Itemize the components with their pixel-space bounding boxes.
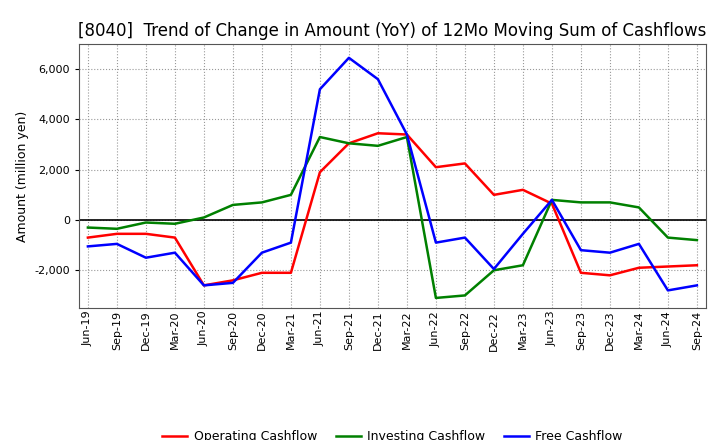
Operating Cashflow (228, 278, 237, 283)
Investing Cashflow (548, 197, 557, 202)
Operating Cashflow (199, 283, 208, 288)
Operating Cashflow (287, 270, 295, 275)
Free Cashflow (693, 283, 701, 288)
Operating Cashflow (171, 235, 179, 240)
Free Cashflow (315, 87, 324, 92)
Title: [8040]  Trend of Change in Amount (YoY) of 12Mo Moving Sum of Cashflows: [8040] Trend of Change in Amount (YoY) o… (78, 22, 706, 40)
Free Cashflow (84, 244, 92, 249)
Investing Cashflow (199, 215, 208, 220)
Investing Cashflow (461, 293, 469, 298)
Investing Cashflow (374, 143, 382, 148)
Operating Cashflow (142, 231, 150, 236)
Free Cashflow (228, 280, 237, 286)
Operating Cashflow (693, 263, 701, 268)
Free Cashflow (287, 240, 295, 245)
Investing Cashflow (664, 235, 672, 240)
Free Cashflow (402, 132, 411, 137)
Investing Cashflow (142, 220, 150, 225)
Free Cashflow (490, 266, 498, 271)
Investing Cashflow (606, 200, 614, 205)
Operating Cashflow (577, 270, 585, 275)
Operating Cashflow (518, 187, 527, 192)
Operating Cashflow (112, 231, 121, 236)
Investing Cashflow (518, 263, 527, 268)
Operating Cashflow (461, 161, 469, 166)
Operating Cashflow (402, 132, 411, 137)
Line: Free Cashflow: Free Cashflow (88, 58, 697, 290)
Free Cashflow (142, 255, 150, 260)
Investing Cashflow (171, 221, 179, 227)
Operating Cashflow (431, 165, 440, 170)
Line: Operating Cashflow: Operating Cashflow (88, 133, 697, 286)
Operating Cashflow (548, 201, 557, 206)
Investing Cashflow (112, 226, 121, 231)
Operating Cashflow (606, 273, 614, 278)
Free Cashflow (112, 241, 121, 246)
Investing Cashflow (84, 225, 92, 230)
Investing Cashflow (287, 192, 295, 198)
Operating Cashflow (664, 264, 672, 269)
Free Cashflow (258, 250, 266, 255)
Operating Cashflow (634, 265, 643, 271)
Investing Cashflow (228, 202, 237, 208)
Free Cashflow (548, 197, 557, 202)
Operating Cashflow (258, 270, 266, 275)
Free Cashflow (199, 283, 208, 288)
Investing Cashflow (258, 200, 266, 205)
Line: Investing Cashflow: Investing Cashflow (88, 137, 697, 298)
Investing Cashflow (431, 295, 440, 301)
Free Cashflow (606, 250, 614, 255)
Operating Cashflow (84, 235, 92, 240)
Investing Cashflow (315, 134, 324, 139)
Investing Cashflow (634, 205, 643, 210)
Investing Cashflow (693, 238, 701, 243)
Free Cashflow (664, 288, 672, 293)
Free Cashflow (461, 235, 469, 240)
Free Cashflow (171, 250, 179, 255)
Operating Cashflow (315, 169, 324, 175)
Legend: Operating Cashflow, Investing Cashflow, Free Cashflow: Operating Cashflow, Investing Cashflow, … (158, 425, 627, 440)
Free Cashflow (345, 55, 354, 60)
Investing Cashflow (577, 200, 585, 205)
Investing Cashflow (345, 141, 354, 146)
Operating Cashflow (345, 141, 354, 146)
Investing Cashflow (490, 268, 498, 273)
Y-axis label: Amount (million yen): Amount (million yen) (16, 110, 29, 242)
Free Cashflow (634, 241, 643, 246)
Investing Cashflow (402, 134, 411, 139)
Operating Cashflow (374, 131, 382, 136)
Free Cashflow (577, 248, 585, 253)
Free Cashflow (374, 77, 382, 82)
Free Cashflow (518, 231, 527, 236)
Operating Cashflow (490, 192, 498, 198)
Free Cashflow (431, 240, 440, 245)
